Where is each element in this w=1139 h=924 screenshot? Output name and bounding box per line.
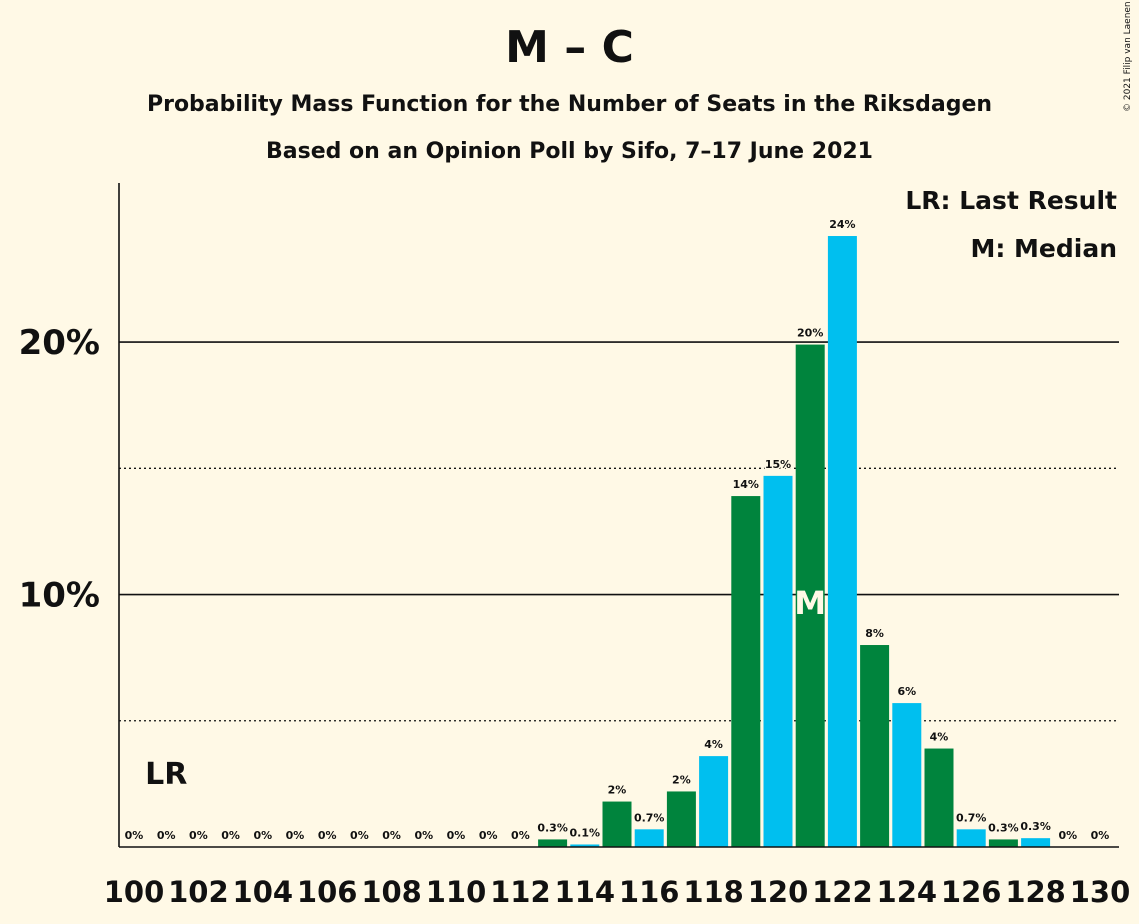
bar-115 xyxy=(602,801,632,847)
bar-127 xyxy=(988,839,1018,847)
data-label-114: 0.1% xyxy=(570,826,601,839)
chart-subtitle-poll: Based on an Opinion Poll by Sifo, 7–17 J… xyxy=(266,139,873,164)
y-tick-label: 20% xyxy=(19,323,100,363)
y-tick-label: 10% xyxy=(19,576,100,616)
last-result-marker: LR xyxy=(145,757,187,792)
data-label-127: 0.3% xyxy=(988,821,1019,834)
data-label-116: 0.7% xyxy=(634,811,665,824)
data-label-107: 0% xyxy=(350,829,369,842)
bar-116 xyxy=(634,829,664,847)
bar-124 xyxy=(892,703,922,847)
x-tick-label: 130 xyxy=(1070,875,1131,909)
bar-layer xyxy=(538,236,1051,847)
data-label-125: 4% xyxy=(930,731,949,744)
data-label-119: 14% xyxy=(733,478,759,491)
bar-121 xyxy=(795,344,825,847)
data-label-105: 0% xyxy=(286,829,305,842)
data-label-110: 0% xyxy=(447,829,466,842)
x-tick-label: 108 xyxy=(361,875,422,909)
x-tick-label: 118 xyxy=(683,875,744,909)
data-label-124: 6% xyxy=(897,685,916,698)
x-tick-label: 112 xyxy=(490,875,551,909)
label-layer: 10%20%0% 0% 0% 0% 0% 0% 0% 0% 0% 0% 0% 0% 0%0.3% 0.1%… xyxy=(19,217,1131,909)
x-tick-label: 100 xyxy=(104,875,165,909)
data-label-102: 0% xyxy=(189,829,208,842)
data-label-122: 24% xyxy=(829,218,855,231)
data-label-103: 0% xyxy=(221,829,240,842)
data-label-128: 0.3% xyxy=(1020,820,1051,833)
x-tick-label: 106 xyxy=(297,875,358,909)
data-label-108: 0% xyxy=(382,829,401,842)
data-label-112: 0% xyxy=(511,829,530,842)
data-label-120: 15% xyxy=(765,458,791,471)
x-tick-label: 114 xyxy=(555,875,616,909)
grid-layer xyxy=(119,341,1119,722)
data-label-117: 2% xyxy=(672,773,691,786)
bar-122 xyxy=(827,236,857,847)
x-tick-label: 128 xyxy=(1005,875,1066,909)
data-label-109: 0% xyxy=(414,829,433,842)
x-tick-label: 104 xyxy=(233,875,294,909)
bar-113 xyxy=(538,839,568,847)
x-tick-label: 120 xyxy=(748,875,809,909)
data-label-121: 20% xyxy=(797,327,823,340)
legend-median: M: Median xyxy=(970,234,1117,263)
bar-125 xyxy=(924,748,954,847)
data-label-123: 8% xyxy=(865,627,884,640)
chart-title: M – C xyxy=(505,22,634,73)
bar-128 xyxy=(1021,838,1051,847)
x-tick-label: 102 xyxy=(168,875,229,909)
bar-118 xyxy=(699,756,729,847)
data-label-113: 0.3% xyxy=(537,821,568,834)
chart-subtitle: Probability Mass Function for the Number… xyxy=(146,92,993,117)
data-label-130: 0% xyxy=(1091,829,1110,842)
bar-120 xyxy=(763,475,793,847)
data-label-104: 0% xyxy=(253,829,272,842)
data-label-101: 0% xyxy=(157,829,176,842)
data-label-100: 0% xyxy=(125,829,144,842)
x-tick-label: 116 xyxy=(619,875,680,909)
median-marker: M xyxy=(794,584,826,622)
data-label-126: 0.7% xyxy=(956,811,987,824)
data-label-106: 0% xyxy=(318,829,337,842)
x-tick-label: 126 xyxy=(941,875,1002,909)
data-label-129: 0% xyxy=(1058,829,1077,842)
data-label-111: 0% xyxy=(479,829,498,842)
bar-126 xyxy=(956,829,986,847)
legend-last-result: LR: Last Result xyxy=(905,186,1117,215)
data-label-115: 2% xyxy=(608,784,627,797)
bar-123 xyxy=(860,645,890,847)
x-tick-label: 122 xyxy=(812,875,873,909)
bar-117 xyxy=(666,791,696,847)
x-tick-label: 124 xyxy=(877,875,938,909)
bar-119 xyxy=(731,496,761,847)
x-tick-label: 110 xyxy=(426,875,487,909)
bar-114 xyxy=(570,844,600,847)
data-label-118: 4% xyxy=(704,738,723,751)
